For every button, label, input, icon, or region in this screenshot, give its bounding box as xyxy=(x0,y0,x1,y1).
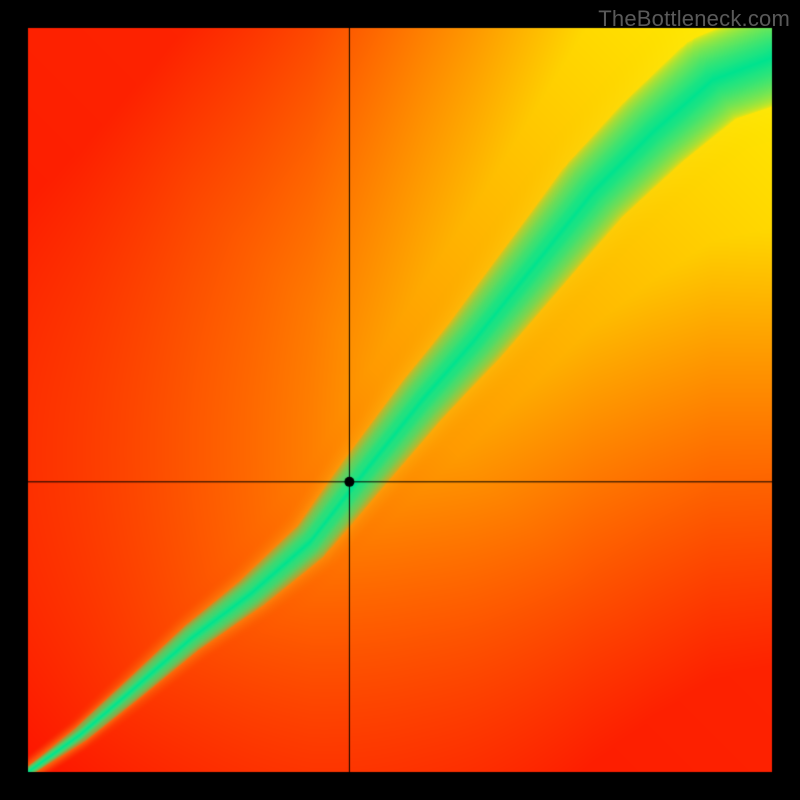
chart-container: { "watermark": { "text": "TheBottleneck.… xyxy=(0,0,800,800)
bottleneck-heatmap xyxy=(0,0,800,800)
watermark-text: TheBottleneck.com xyxy=(598,6,790,32)
